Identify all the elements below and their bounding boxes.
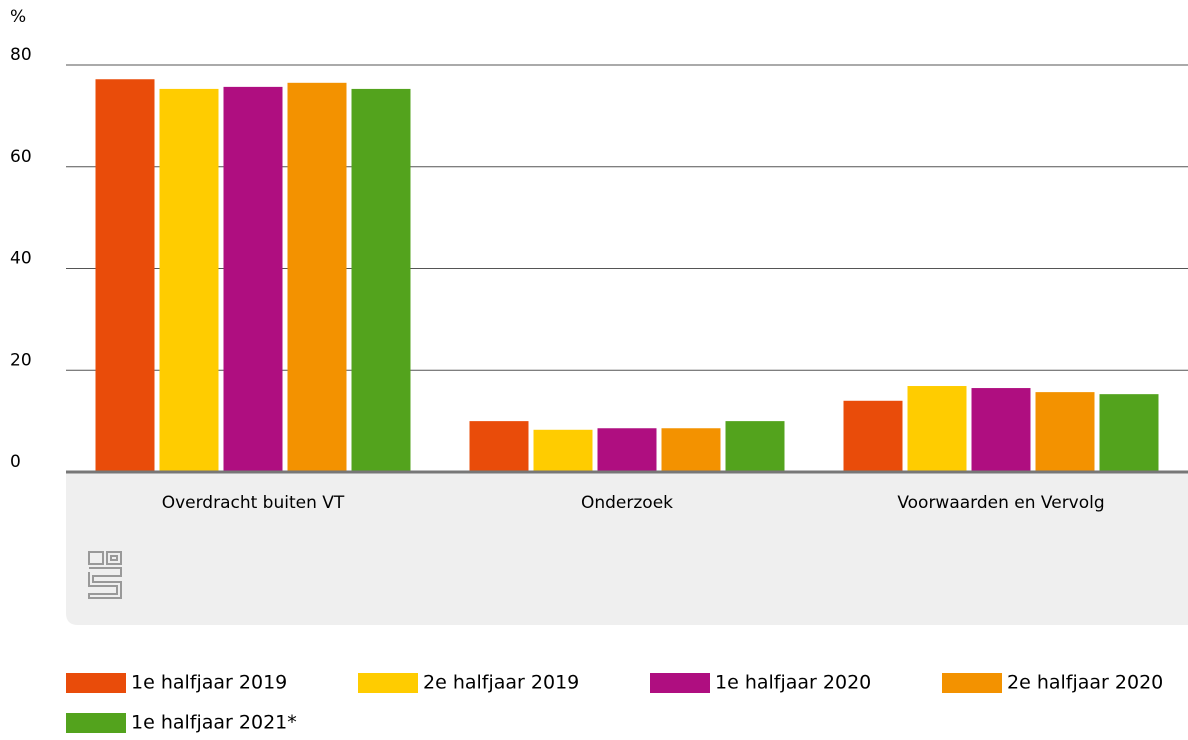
legend-swatch xyxy=(650,673,710,693)
bar xyxy=(469,421,529,472)
legend-swatch xyxy=(358,673,418,693)
y-tick-label: 40 xyxy=(10,249,32,269)
cbs-logo xyxy=(88,551,122,599)
legend-label: 1e halfjaar 2020 xyxy=(715,672,871,694)
bar xyxy=(1035,392,1095,472)
legend-label: 2e halfjaar 2019 xyxy=(423,672,579,694)
category-panel xyxy=(66,472,1188,625)
bar xyxy=(159,88,219,472)
bar xyxy=(661,428,721,472)
bar xyxy=(597,428,657,472)
x-tick-label: Overdracht buiten VT xyxy=(162,493,345,513)
legend-label: 1e halfjaar 2021* xyxy=(131,712,297,734)
bar xyxy=(843,400,903,472)
y-tick-label: 0 xyxy=(10,452,21,472)
bar xyxy=(533,429,593,472)
legend-swatch xyxy=(66,673,126,693)
bar xyxy=(287,82,347,473)
bar xyxy=(351,88,411,472)
bar xyxy=(907,386,967,472)
legend-label: 1e halfjaar 2019 xyxy=(131,672,287,694)
bar xyxy=(971,388,1031,472)
bar xyxy=(223,86,283,472)
bar xyxy=(1099,394,1159,472)
y-tick-label: 60 xyxy=(10,147,32,167)
legend-swatch xyxy=(66,713,126,733)
bar xyxy=(95,79,155,473)
bar xyxy=(725,421,785,472)
legend-swatch xyxy=(942,673,1002,693)
legend-label: 2e halfjaar 2020 xyxy=(1007,672,1163,694)
y-tick-label: 20 xyxy=(10,350,32,370)
x-tick-label: Voorwaarden en Vervolg xyxy=(897,493,1104,513)
x-tick-label: Onderzoek xyxy=(581,493,673,513)
y-axis-label: % xyxy=(10,7,26,27)
y-tick-label: 80 xyxy=(10,45,32,65)
